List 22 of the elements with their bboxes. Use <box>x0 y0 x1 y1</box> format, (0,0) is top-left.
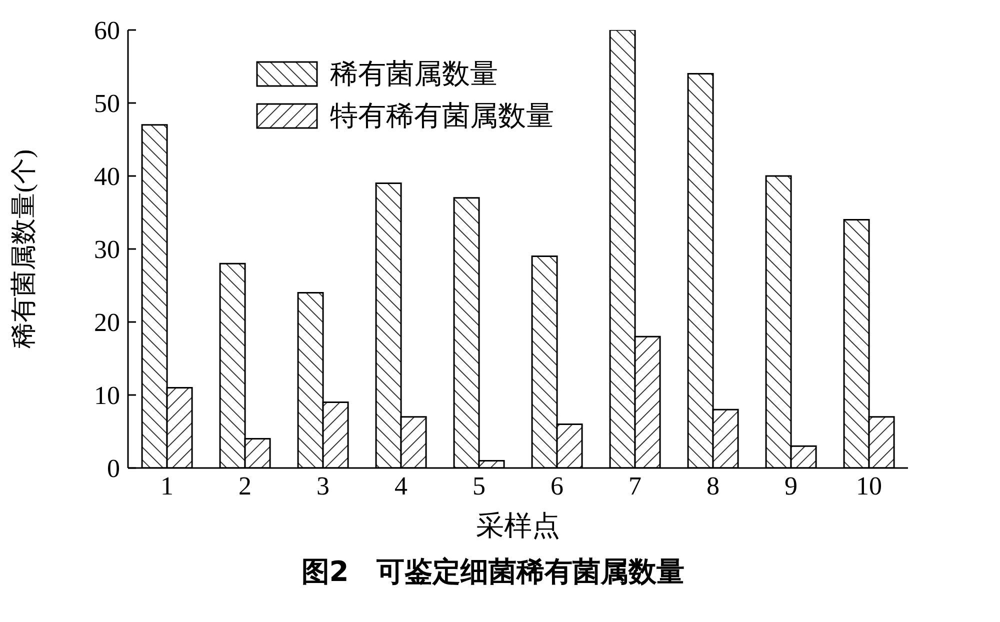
x-tick-label: 4 <box>394 471 408 500</box>
x-tick-label: 2 <box>238 471 252 500</box>
legend-label: 特有稀有菌属数量 <box>330 100 554 134</box>
y-tick-label: 30 <box>94 235 120 264</box>
x-tick-label: 1 <box>160 471 174 500</box>
x-axis-title: 采样点 <box>476 511 560 542</box>
legend-label: 稀有菌属数量 <box>330 58 498 92</box>
y-tick-label: 10 <box>94 381 120 410</box>
y-tick-label: 40 <box>94 162 120 192</box>
y-tick-label: 0 <box>107 454 120 484</box>
y-tick-label: 50 <box>94 89 120 118</box>
x-tick-label: 5 <box>472 471 486 500</box>
y-tick-label: 20 <box>94 308 120 338</box>
x-tick-label: 8 <box>706 471 720 500</box>
text: 图2 可鉴定细菌稀有菌属数量 <box>300 554 686 590</box>
x-tick-label: 9 <box>784 471 798 500</box>
x-tick-label: 10 <box>856 471 882 500</box>
y-axis-title: 稀有菌属数量(个) <box>9 149 38 349</box>
x-tick-label: 7 <box>628 471 642 500</box>
x-tick-label: 6 <box>550 471 564 500</box>
y-tick-label: 60 <box>94 16 120 46</box>
x-tick-label: 3 <box>316 471 330 500</box>
